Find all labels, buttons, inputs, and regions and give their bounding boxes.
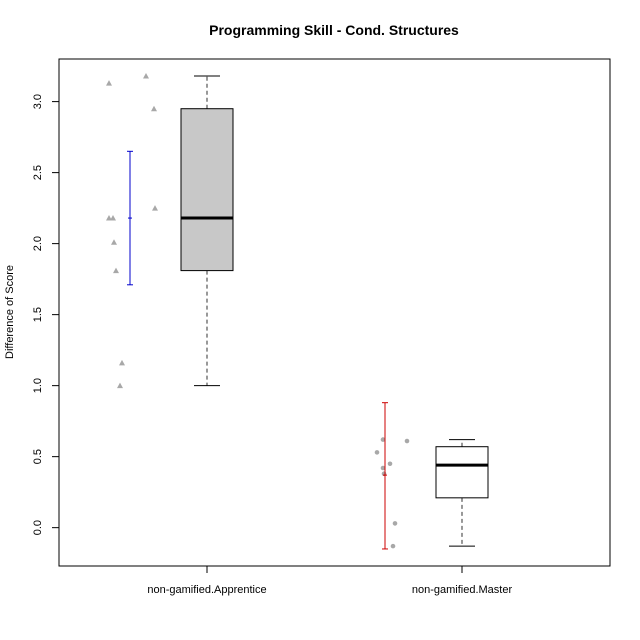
plot-frame xyxy=(58,58,611,567)
y-tick-label: 1.0 xyxy=(32,378,44,393)
y-tick-label: 0.5 xyxy=(32,449,44,464)
y-axis-label: Difference of Score xyxy=(4,265,16,359)
data-point xyxy=(106,80,112,86)
box-group-1 xyxy=(374,402,489,550)
data-point xyxy=(380,465,386,471)
y-tick-label: 2.0 xyxy=(32,236,44,251)
data-point xyxy=(392,521,398,526)
x-tick-label: non-gamified.Apprentice xyxy=(147,584,266,596)
y-tick-label: 3.0 xyxy=(32,94,44,109)
data-point xyxy=(380,437,386,442)
x-axis: non-gamified.Apprentice non-gamified.Mast… xyxy=(147,565,513,596)
data-point xyxy=(113,267,119,274)
y-axis: 0.0 0.5 1.0 1.5 2.0 2.5 3.0 xyxy=(32,94,60,535)
data-point xyxy=(387,461,393,467)
plot-marks xyxy=(106,73,489,550)
data-point xyxy=(152,205,158,211)
data-point xyxy=(374,450,380,455)
box xyxy=(180,108,234,272)
data-point xyxy=(390,543,396,549)
box xyxy=(435,446,489,499)
x-tick-label: non-gamified.Master xyxy=(412,584,513,596)
data-point xyxy=(110,215,116,221)
data-point xyxy=(119,359,125,366)
data-point xyxy=(143,73,149,79)
data-point xyxy=(106,215,112,221)
y-tick-label: 2.5 xyxy=(32,165,44,180)
y-tick-label: 1.5 xyxy=(32,307,44,322)
data-point xyxy=(404,438,410,444)
data-point xyxy=(117,382,123,389)
y-tick-label: 0.0 xyxy=(32,520,44,535)
data-point xyxy=(111,239,117,245)
chart-title: Programming Skill - Cond. Structures xyxy=(209,22,459,38)
box-group-0 xyxy=(106,73,234,389)
data-point xyxy=(151,105,157,112)
